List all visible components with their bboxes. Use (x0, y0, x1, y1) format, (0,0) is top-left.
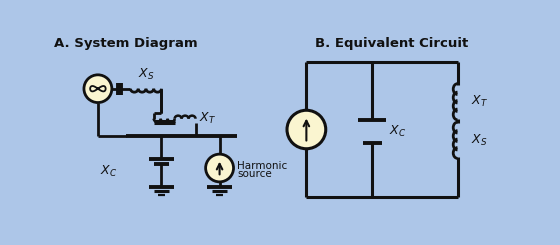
Circle shape (206, 154, 234, 182)
Text: Harmonic: Harmonic (237, 161, 288, 171)
Text: A. System Diagram: A. System Diagram (54, 37, 198, 50)
Circle shape (287, 110, 326, 149)
Text: source: source (237, 169, 272, 179)
Text: $X_T$: $X_T$ (472, 94, 488, 109)
Text: $X_S$: $X_S$ (472, 133, 488, 148)
Text: $X_C$: $X_C$ (100, 164, 118, 179)
Text: B. Equivalent Circuit: B. Equivalent Circuit (315, 37, 468, 50)
Text: $X_C$: $X_C$ (389, 123, 407, 139)
Circle shape (84, 75, 112, 103)
Text: $X_S$: $X_S$ (138, 66, 154, 82)
Text: $X_T$: $X_T$ (199, 111, 216, 126)
